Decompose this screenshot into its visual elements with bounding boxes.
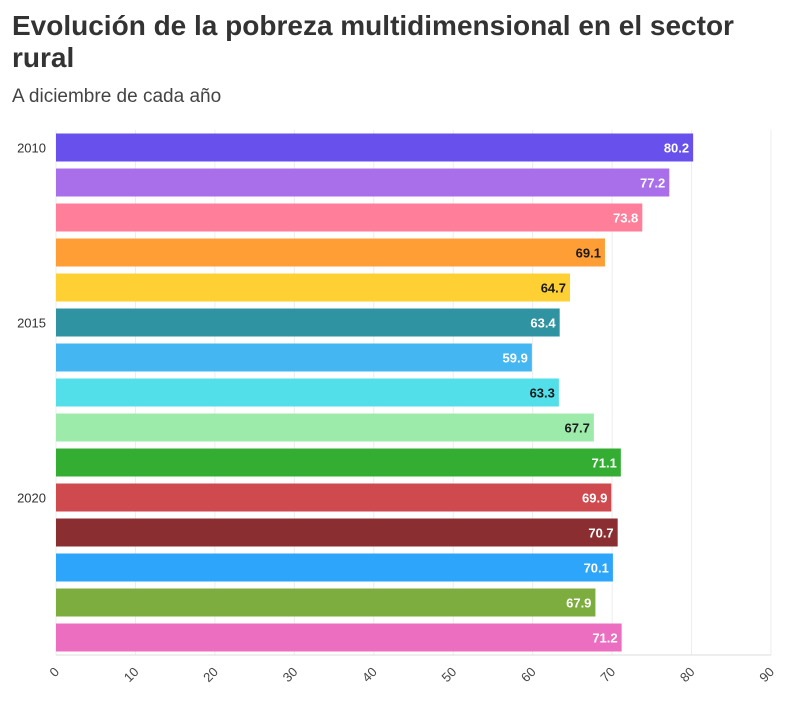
bar-2016 [56,343,532,372]
bar-2015 [56,308,560,337]
bar-2013 [56,238,605,267]
chart-subtitle: A diciembre de cada año [12,86,222,107]
x-tick-label-80: 80 [677,664,698,685]
data-label-2014: 64.7 [541,281,566,296]
data-label-2017: 63.3 [530,386,555,401]
bar-2019 [56,448,621,477]
x-tick-label-70: 70 [597,664,618,685]
x-tick-label-60: 60 [518,664,539,685]
data-label-2022: 70.1 [584,561,609,576]
data-label-2015: 63.4 [530,316,556,331]
bar-2022 [56,553,613,582]
data-label-2016: 59.9 [503,351,528,366]
bar-2014 [56,273,571,302]
bar-2023 [56,588,596,617]
data-label-2011: 77.2 [640,176,665,191]
x-tick-label-10: 10 [121,664,142,685]
x-tick-label-20: 20 [200,664,221,685]
y-tick-label-2020: 2020 [17,491,46,506]
bar-2011 [56,168,670,197]
x-tick-label-30: 30 [280,664,301,685]
bar-2021 [56,518,618,547]
data-label-2023: 67.9 [566,596,591,611]
data-label-2024: 71.2 [592,631,617,646]
x-tick-label-0: 0 [46,664,62,680]
chart-title: Evolución de la pobreza multidimensional… [12,10,734,73]
x-tick-label-50: 50 [439,664,460,685]
y-tick-label-2015: 2015 [17,316,46,331]
data-label-2019: 71.1 [592,456,617,471]
data-label-2021: 70.7 [588,526,613,541]
bar-2020 [56,483,612,512]
bar-2017 [56,378,559,407]
y-tick-label-2010: 2010 [17,141,46,156]
data-label-2012: 73.8 [613,211,638,226]
bar-2010 [56,133,694,162]
bar-2024 [56,623,622,652]
data-label-2020: 69.9 [582,491,607,506]
data-label-2010: 80.2 [664,141,689,156]
bar-2018 [56,413,594,442]
bar-2012 [56,203,643,232]
x-tick-label-40: 40 [359,664,380,685]
x-tick-label-90: 90 [756,664,777,685]
data-label-2013: 69.1 [576,246,601,261]
data-label-2018: 67.7 [565,421,590,436]
